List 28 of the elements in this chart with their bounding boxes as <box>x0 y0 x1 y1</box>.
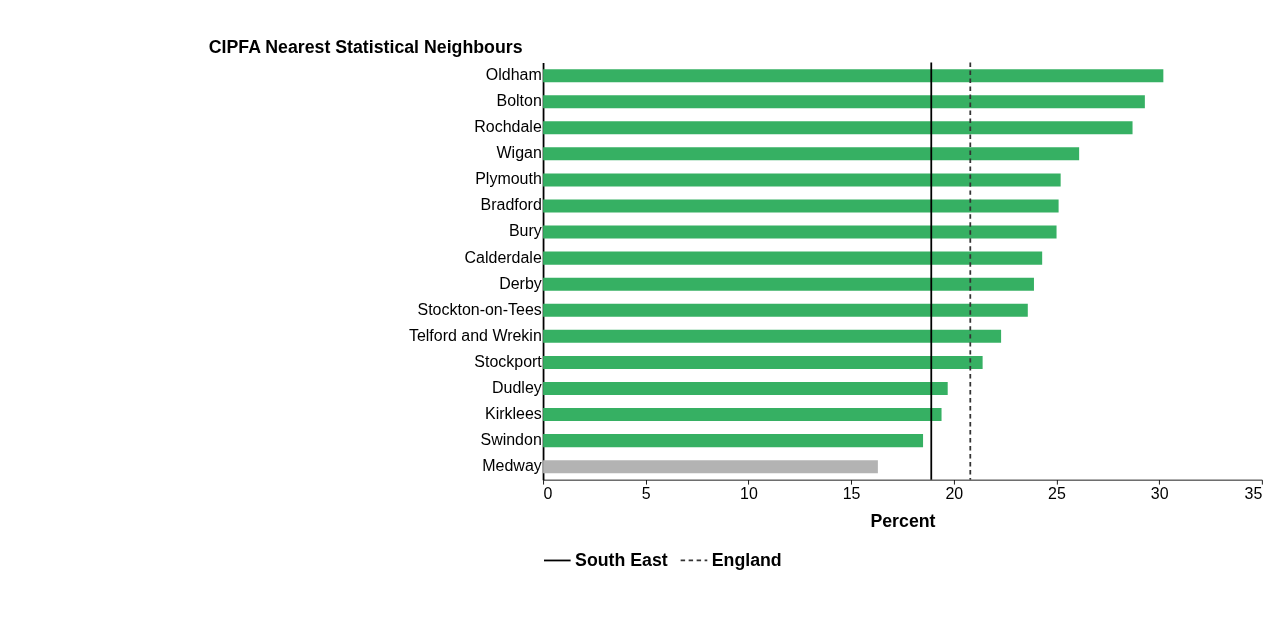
x-tick-label: 30 <box>1150 484 1169 502</box>
x-axis-title: Percent <box>870 511 936 532</box>
legend-label: South East <box>575 549 668 570</box>
x-tick-label: 0 <box>543 484 553 502</box>
y-tick-label: Bury <box>508 222 542 240</box>
text: CIPFA Nearest Statistical Neighbours <box>208 36 523 57</box>
y-tick-label: Oldham <box>485 66 542 84</box>
x-tick-label: 20 <box>945 484 964 502</box>
y-tick-label: Derby <box>499 274 542 292</box>
y-tick-label: Bolton <box>496 92 542 110</box>
y-tick-label: Stockton-on-Tees <box>417 300 542 318</box>
y-tick-label: Medway <box>482 457 542 475</box>
x-tick-label: 5 <box>641 484 651 502</box>
x-tick-label: 10 <box>740 484 758 502</box>
y-tick-label: Bradford <box>480 196 542 214</box>
y-tick-label: Wigan <box>496 144 542 162</box>
y-tick-label: Plymouth <box>475 170 542 188</box>
y-tick-label: Rochdale <box>474 118 542 136</box>
y-tick-label: Dudley <box>492 378 542 396</box>
x-tick-label: 15 <box>842 484 861 502</box>
legend-label: England <box>711 549 782 570</box>
y-tick-label: Swindon <box>480 431 542 449</box>
y-tick-label: Stockport <box>474 352 543 370</box>
y-tick-label: Kirklees <box>484 404 542 422</box>
x-tick-label: 25 <box>1048 484 1066 502</box>
x-tick-label: 35 <box>1244 484 1263 502</box>
y-tick-label: Calderdale <box>464 248 542 266</box>
y-tick-label: Telford and Wrekin <box>408 326 542 344</box>
